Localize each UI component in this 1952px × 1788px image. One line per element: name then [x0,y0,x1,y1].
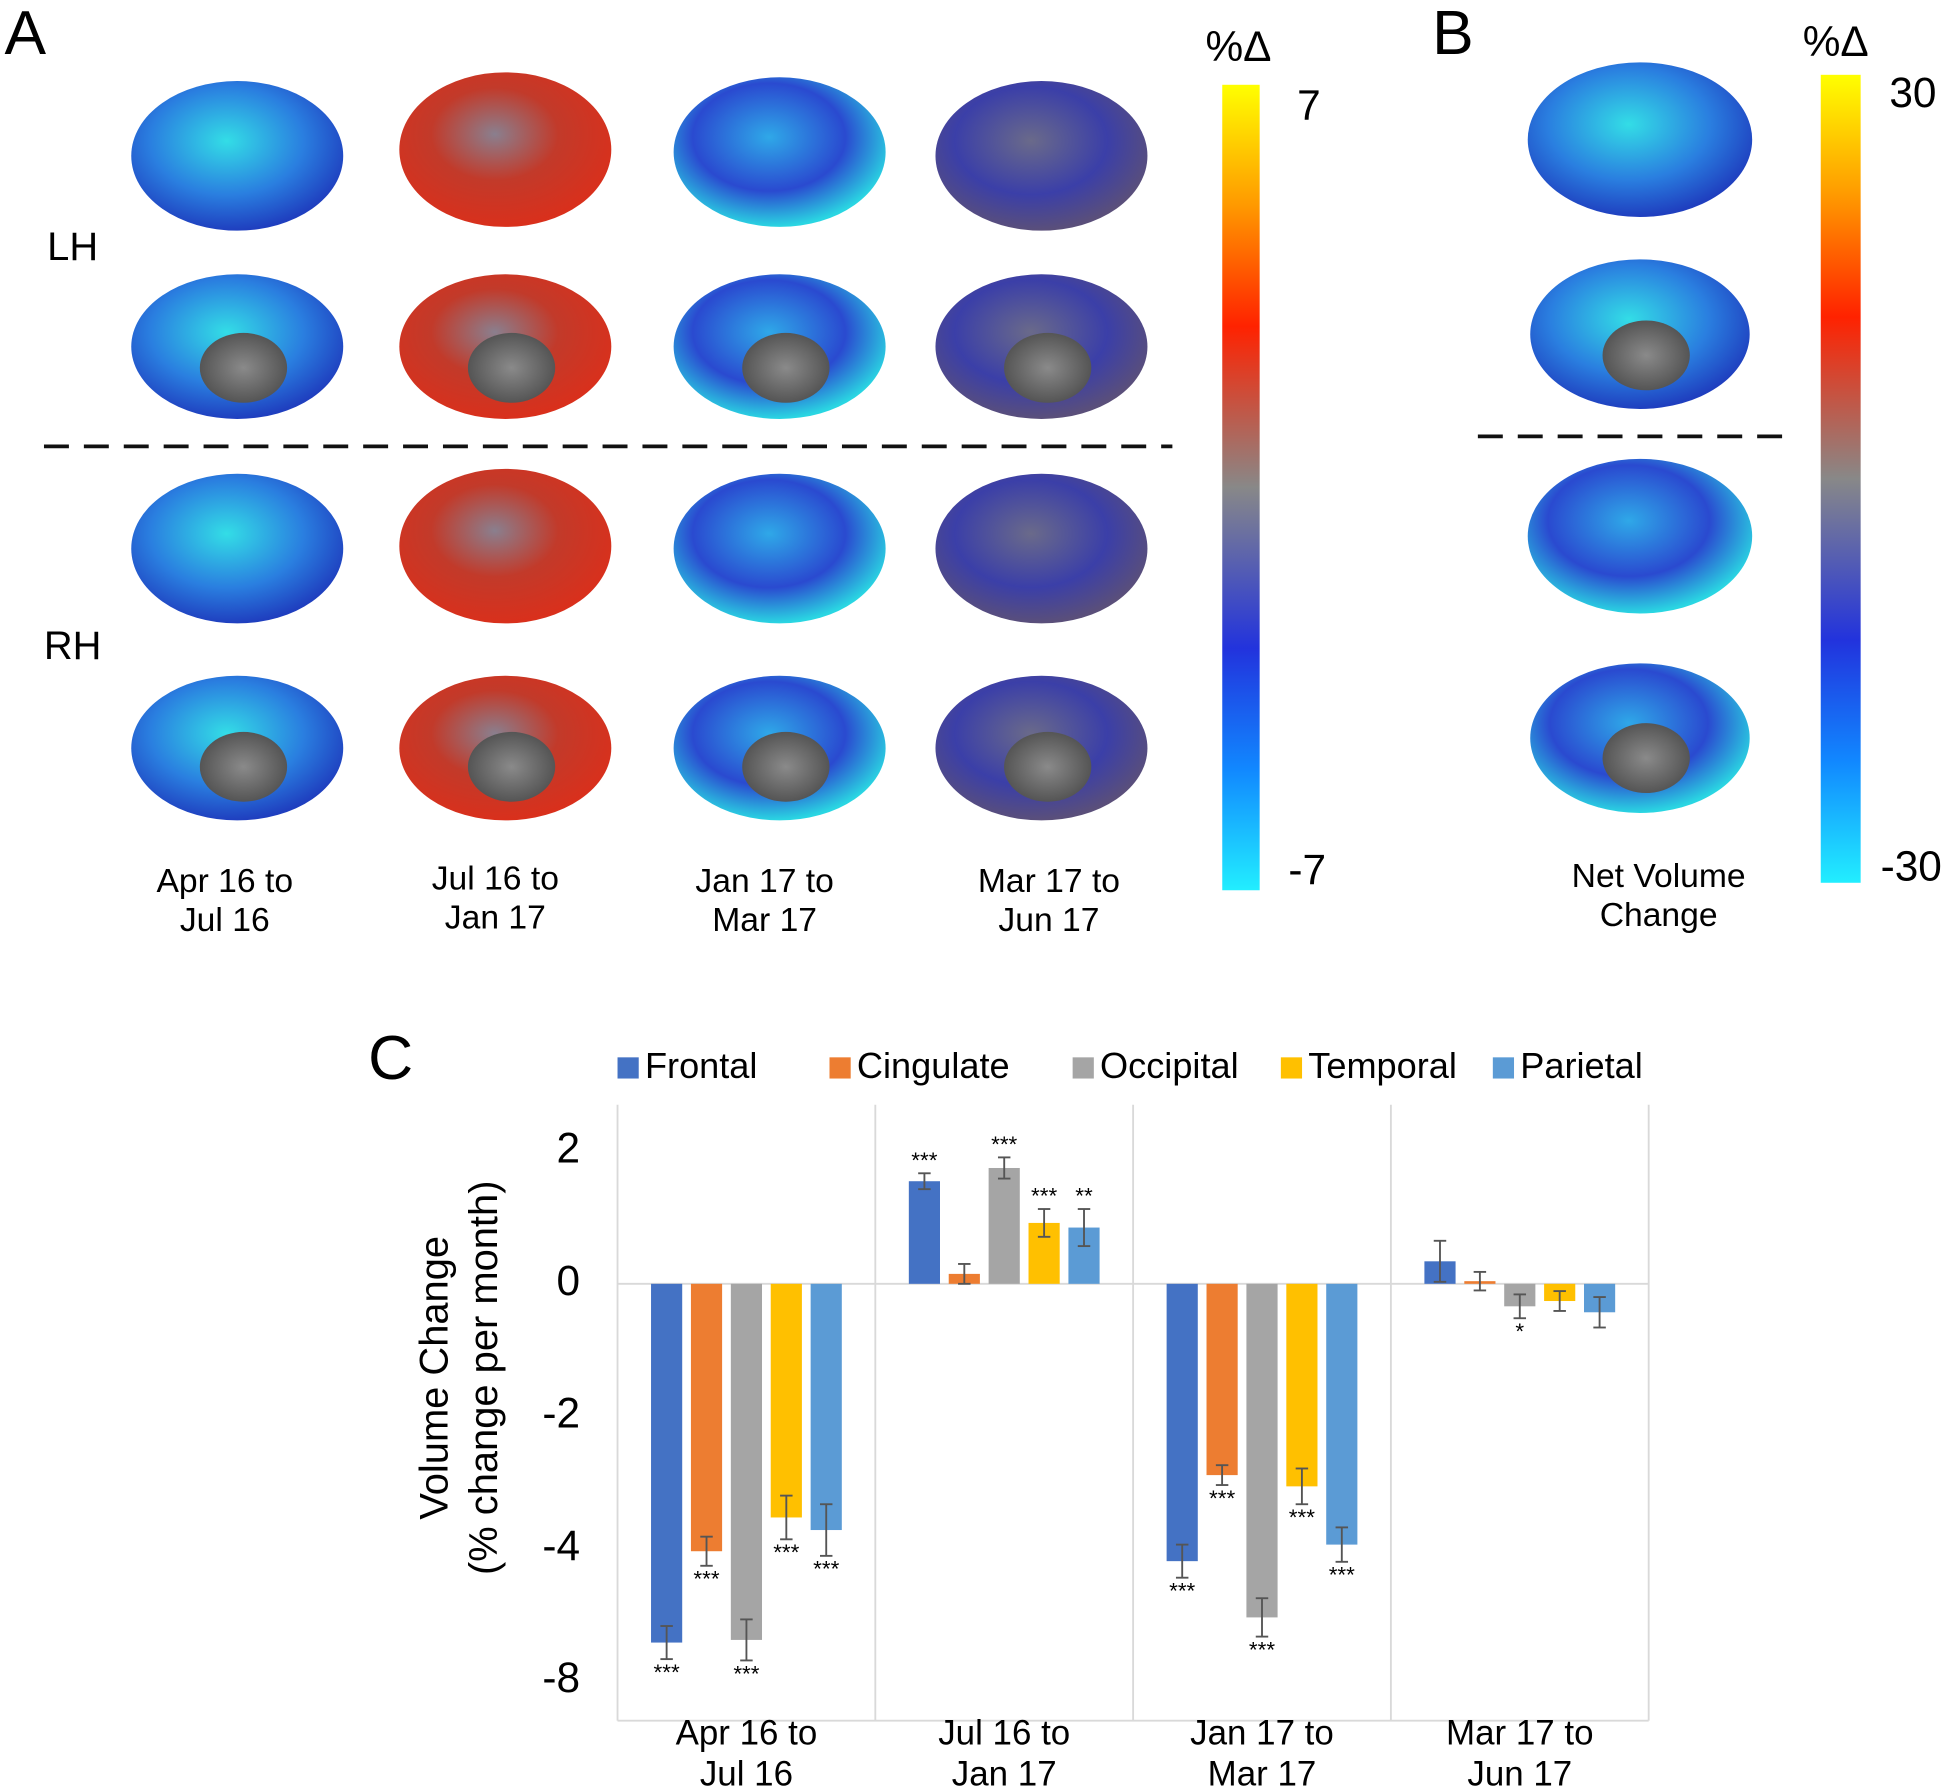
y-tick-label: 2 [557,1125,581,1172]
y-tick-label: -2 [542,1389,580,1436]
y-tick-label: 0 [557,1257,581,1304]
brain-column [1477,62,1786,813]
colorbar-tick: -30 [1881,842,1942,889]
caption: Net Volume Change [1572,858,1746,934]
panel-label: B [1432,0,1474,68]
lh-lateral [131,72,1148,231]
row-label: LH [47,225,98,269]
lh-medial [131,274,1148,419]
y-tick-label: -4 [542,1522,580,1569]
significance: *** [911,1148,937,1173]
column-label: Jul 16 to Jan 17 [432,860,559,936]
column-label: Mar 17 to Jun 17 [978,863,1120,939]
bar [651,1283,683,1643]
legend-label: Cingulate [857,1045,1010,1086]
colorbar-label: %Δ [1803,18,1869,65]
bar [810,1283,842,1531]
x-tick-label: Jul 16 to Jan 17 [938,1714,1070,1788]
column-label: Jan 17 to Mar 17 [695,863,833,939]
significance: *** [1209,1486,1235,1511]
brain-grid [43,72,1173,821]
colorbar-tick: 30 [1889,69,1936,116]
panel-label: C [368,1024,413,1093]
legend-label: Temporal [1308,1045,1457,1086]
legend-swatch [1492,1057,1515,1079]
colorbar-tick: -7 [1288,846,1326,893]
legend-label: Frontal [645,1045,757,1086]
y-axis-title: Volume Change [412,1236,456,1520]
legend-swatch [617,1057,639,1079]
significance: *** [773,1540,799,1565]
bar [1246,1283,1278,1618]
x-tick-label: Apr 16 to Jul 16 [676,1714,818,1788]
bar [1326,1283,1358,1545]
x-tick-label: Jan 17 to Mar 17 [1190,1714,1334,1788]
bar [770,1283,802,1518]
significance: *** [991,1132,1017,1157]
bar [730,1283,763,1640]
significance: *** [813,1557,839,1582]
colorbar-tick: 7 [1297,82,1321,129]
bar [1206,1283,1238,1476]
significance: *** [733,1661,759,1686]
legend-swatch [829,1057,851,1079]
significance: ** [1075,1184,1093,1209]
panel-label: A [4,0,46,68]
rh-lateral [131,468,1148,624]
bar [690,1283,723,1552]
x-tick-label: Mar 17 to Jun 17 [1446,1714,1593,1788]
significance: *** [654,1660,680,1685]
significance: *** [1329,1563,1355,1588]
colorbar [1820,74,1861,883]
significance: *** [1289,1505,1315,1530]
colorbar [1222,84,1260,891]
significance: *** [1169,1579,1195,1604]
legend-label: Parietal [1520,1045,1643,1086]
row-label: RH [44,624,102,668]
colorbar-label: %Δ [1205,23,1271,70]
significance: *** [1249,1637,1275,1662]
bar [1286,1283,1318,1487]
legend-swatch [1072,1057,1094,1079]
y-tick-label: -8 [542,1654,580,1701]
rh-medial [131,675,1148,821]
bar-chart: 2 0 -2 -4 -8 Volume Change (% change per month… [412,1045,1650,1788]
bar [1166,1283,1198,1562]
bar [988,1167,1020,1284]
column-label: Apr 16 to Jul 16 [156,863,293,939]
significance: * [1515,1319,1524,1344]
significance: *** [1031,1184,1057,1209]
significance: *** [693,1567,719,1592]
bar [908,1181,940,1284]
legend-label: Occipital [1100,1045,1239,1086]
legend-swatch [1280,1057,1303,1079]
y-axis-title: (% change per month) [462,1181,506,1576]
